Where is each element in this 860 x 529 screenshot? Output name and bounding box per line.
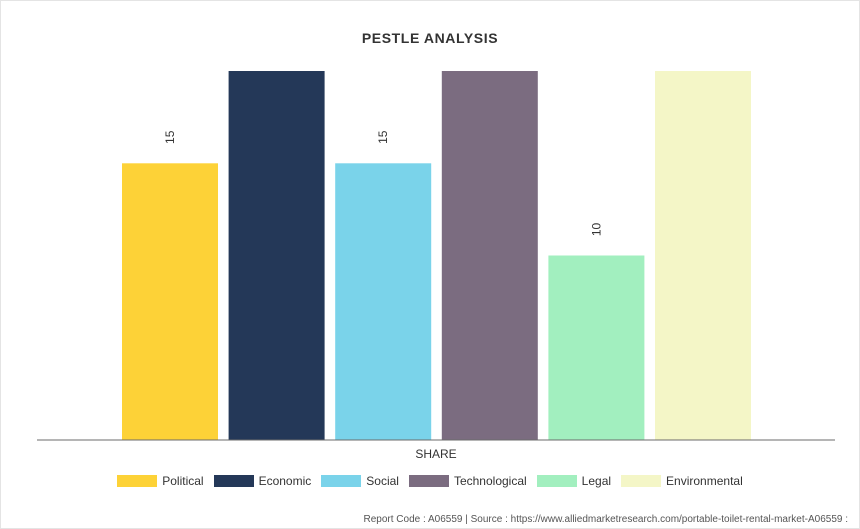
legend-item-economic[interactable]: Economic — [213, 474, 312, 488]
source-footer: Report Code : A06559 | Source : https://… — [363, 514, 849, 525]
bar-environmental[interactable] — [655, 71, 751, 440]
bar-social[interactable] — [335, 163, 432, 441]
legend-label-legal: Legal — [581, 474, 612, 488]
legend-label-technological: Technological — [453, 474, 527, 488]
legend-label-social: Social — [366, 474, 399, 488]
legend-item-political[interactable]: Political — [117, 474, 204, 488]
legend-item-environmental[interactable]: Environmental — [621, 474, 743, 488]
legend-swatch-environmental — [621, 475, 662, 487]
legend-item-social[interactable]: Social — [321, 474, 399, 488]
legend-swatch-technological — [408, 475, 449, 487]
legend-swatch-political — [117, 475, 158, 487]
data-label-political: 15 — [163, 130, 177, 144]
data-label-social: 15 — [376, 130, 390, 144]
bar-economic[interactable] — [228, 71, 325, 440]
legend: Political Economic Social Technological Lega… — [0, 474, 860, 488]
plot-area: 15 15 10 — [37, 71, 835, 441]
legend-swatch-economic — [213, 475, 254, 487]
data-label-legal: 10 — [589, 223, 603, 237]
bar-political[interactable] — [122, 163, 218, 441]
legend-item-legal[interactable]: Legal — [536, 474, 612, 488]
bars-group — [122, 71, 751, 441]
x-axis-label: SHARE — [415, 447, 457, 461]
legend-swatch-legal — [536, 475, 577, 487]
bar-legal[interactable] — [548, 255, 645, 441]
legend-label-environmental: Environmental — [666, 474, 743, 488]
legend-item-technological[interactable]: Technological — [408, 474, 527, 488]
legend-swatch-social — [321, 475, 362, 487]
legend-label-political: Political — [162, 474, 204, 488]
chart-title: PESTLE ANALYSIS — [361, 30, 499, 46]
data-labels-group: 15 15 10 — [163, 130, 603, 236]
legend-label-economic: Economic — [258, 474, 312, 488]
bar-technological[interactable] — [441, 71, 538, 440]
